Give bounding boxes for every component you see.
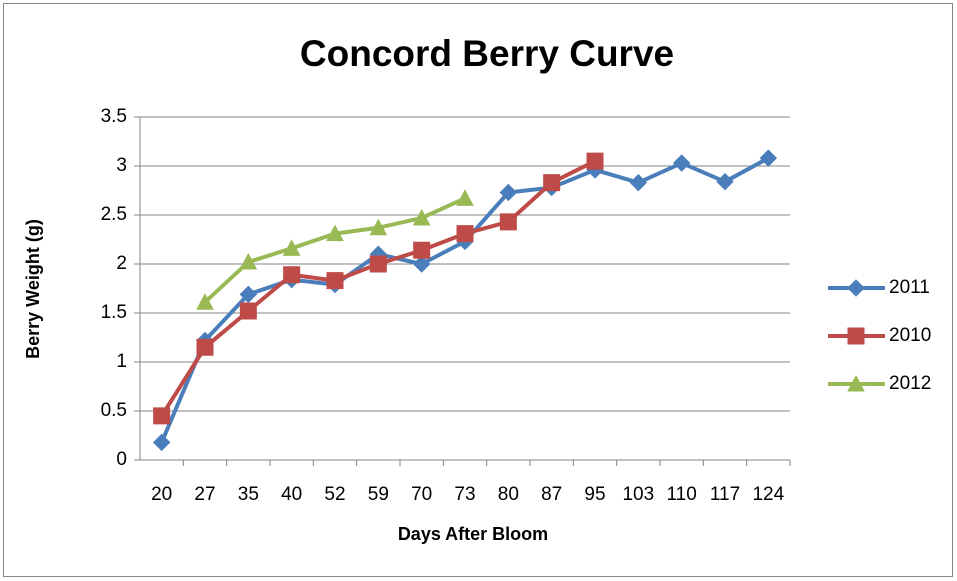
y-tick-label: 3 bbox=[116, 155, 127, 176]
marker bbox=[499, 183, 518, 202]
x-tick-label: 110 bbox=[667, 484, 697, 505]
x-tick-label: 59 bbox=[368, 484, 389, 505]
legend-label: 2012 bbox=[889, 373, 931, 394]
y-tick-label: 1 bbox=[116, 351, 127, 372]
marker bbox=[629, 173, 648, 192]
x-tick-label: 87 bbox=[541, 484, 562, 505]
marker bbox=[543, 174, 561, 192]
marker bbox=[586, 152, 604, 170]
marker bbox=[456, 225, 474, 243]
x-tick-label: 20 bbox=[151, 484, 172, 505]
y-tick-label: 2.5 bbox=[101, 204, 127, 225]
y-tick-label: 0 bbox=[116, 449, 127, 470]
marker bbox=[326, 272, 344, 290]
x-tick-label: 35 bbox=[238, 484, 259, 505]
marker bbox=[413, 241, 431, 259]
y-tick-label: 1.5 bbox=[101, 302, 127, 323]
x-tick-label: 124 bbox=[752, 484, 784, 505]
legend-marker bbox=[847, 374, 865, 392]
chart-border bbox=[3, 3, 953, 577]
marker bbox=[153, 407, 171, 425]
x-tick-label: 40 bbox=[281, 484, 302, 505]
x-tick-label: 117 bbox=[710, 484, 740, 505]
marker bbox=[239, 285, 258, 304]
marker bbox=[456, 189, 474, 206]
y-tick-label: 2 bbox=[116, 253, 127, 274]
marker bbox=[499, 213, 517, 231]
marker bbox=[152, 433, 171, 452]
legend-marker bbox=[847, 327, 865, 345]
marker bbox=[239, 252, 258, 270]
marker bbox=[239, 302, 257, 320]
marker bbox=[412, 208, 431, 226]
x-tick-label: 80 bbox=[498, 484, 519, 505]
marker bbox=[326, 224, 344, 242]
legend-marker bbox=[847, 279, 865, 297]
x-tick-label: 27 bbox=[194, 484, 215, 505]
legend-label: 2011 bbox=[889, 277, 930, 298]
marker bbox=[196, 293, 214, 310]
marker bbox=[369, 218, 388, 236]
y-tick-label: 0.5 bbox=[101, 400, 127, 421]
y-axis-label: Berry Weight (g) bbox=[23, 219, 43, 359]
y-tick-label: 3.5 bbox=[101, 106, 127, 127]
marker bbox=[283, 266, 301, 284]
marker bbox=[759, 149, 778, 167]
x-tick-label: 103 bbox=[622, 484, 654, 505]
x-tick-label: 95 bbox=[584, 484, 605, 505]
x-tick-label: 73 bbox=[454, 484, 475, 505]
marker bbox=[282, 239, 301, 256]
marker bbox=[412, 255, 431, 273]
chart-title: Concord Berry Curve bbox=[300, 33, 674, 74]
x-tick-label: 52 bbox=[324, 484, 345, 505]
marker bbox=[369, 255, 387, 273]
legend-label: 2010 bbox=[889, 325, 931, 346]
marker bbox=[196, 338, 214, 356]
x-axis-label: Days After Bloom bbox=[398, 524, 548, 544]
x-tick-label: 70 bbox=[411, 484, 432, 505]
marker bbox=[672, 154, 691, 172]
marker bbox=[716, 172, 734, 191]
